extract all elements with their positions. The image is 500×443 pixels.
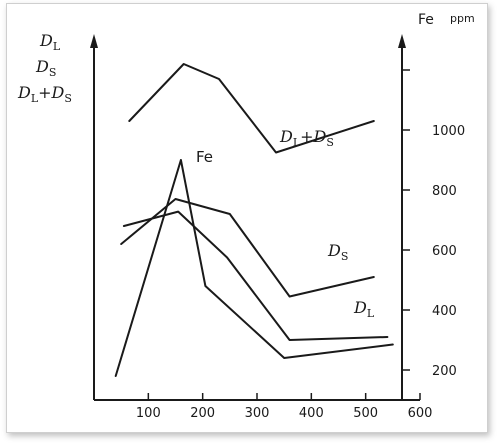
series-label-ds: DS [327,241,348,263]
right-axis-label: Fe [418,12,434,28]
series-label-dl: DL [353,298,375,320]
series-line-ds [120,198,375,298]
series-line-dl [122,210,389,341]
y-tick-label: 600 [432,244,457,259]
y-tick-label: 800 [432,184,457,199]
right-axis-title: Fe ppm [418,12,475,28]
left-y-axis-arrow [90,34,98,48]
x-tick-label: 500 [353,406,378,421]
x-tick-label: 300 [245,406,270,421]
x-tick-label: 400 [299,406,324,421]
left-axis-label-dl-plus-ds: DL+DS [17,83,72,105]
x-axis-ticks: 100 200 300 400 500 600 [136,393,432,421]
series-line-dl-ds [128,63,375,154]
right-y-axis-arrow [398,34,406,48]
series-layer [114,63,394,377]
series-label-dl-ds: DL+DS [279,127,334,149]
series-line-fe [114,159,394,377]
x-tick-label: 200 [190,406,215,421]
x-tick-label: 100 [136,406,161,421]
x-tick-label: 600 [408,406,433,421]
y-tick-label: 200 [432,364,457,379]
left-axis-label-ds: DS [35,57,56,79]
left-axis-title: DL DS DL+DS [17,31,72,105]
y-tick-label: 1000 [432,124,465,139]
series-label-fe: Fe [196,148,213,166]
series-labels: Fe DL+DS DS DL [196,127,375,320]
right-y-axis-ticks: 200 400 600 800 1000 [402,69,465,379]
chart-frame [6,3,488,433]
left-axis-label-dl: DL [39,31,61,53]
y-tick-label: 400 [432,304,457,319]
right-axis-unit: ppm [450,12,475,25]
